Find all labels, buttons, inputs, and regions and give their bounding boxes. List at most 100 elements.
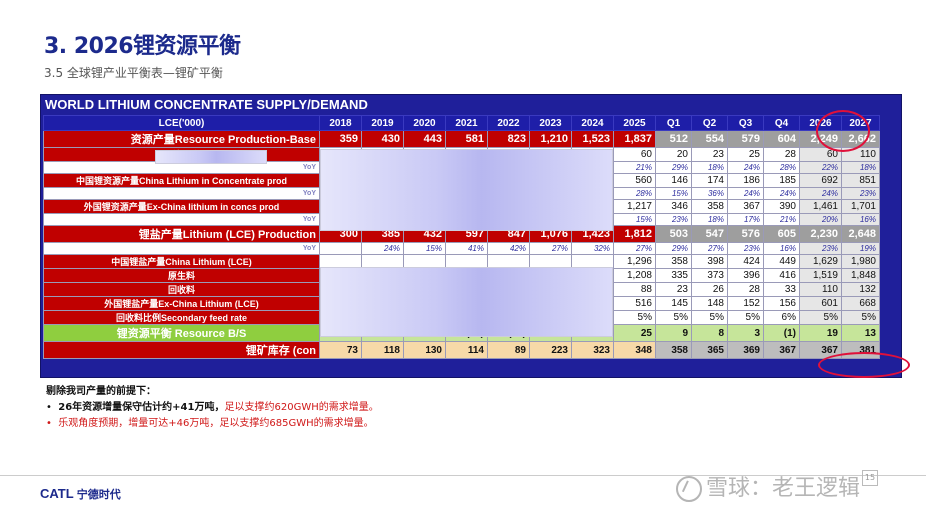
table-cell: 1,217 bbox=[613, 199, 656, 214]
column-header: Q4 bbox=[763, 115, 800, 131]
notes-bullet-1-bold: 26年资源增量保守估计约+41万吨， bbox=[58, 402, 225, 413]
table-cell: 29% bbox=[655, 161, 692, 174]
unit-header: LCE('000) bbox=[43, 115, 320, 131]
redacted-block-small bbox=[155, 150, 267, 164]
table-cell: 22% bbox=[799, 161, 842, 174]
table-cell: 9 bbox=[655, 324, 692, 342]
row-label: YoY bbox=[43, 187, 320, 200]
table-cell: 416 bbox=[763, 268, 800, 283]
table-title: WORLD LITHIUM CONCENTRATE SUPPLY/DEMAND bbox=[45, 97, 368, 112]
table-cell: 5% bbox=[727, 310, 764, 325]
table-cell: 132 bbox=[841, 282, 880, 297]
logo-text: CATL bbox=[40, 486, 74, 501]
table-cell: 1,701 bbox=[841, 199, 880, 214]
notes-bullet-1-rest: 足以支撑约620GWH的需求增量。 bbox=[224, 402, 379, 413]
table-cell: 823 bbox=[487, 130, 530, 148]
table-cell: 5% bbox=[799, 310, 842, 325]
table-cell: 1,980 bbox=[841, 254, 880, 269]
column-header: Q2 bbox=[691, 115, 728, 131]
column-header: 2024 bbox=[571, 115, 614, 131]
watermark: 雪球：老王逻辑 bbox=[676, 470, 860, 502]
table-cell bbox=[445, 254, 488, 269]
table-cell: 503 bbox=[655, 225, 692, 243]
table-cell: 1,629 bbox=[799, 254, 842, 269]
table-cell: 25 bbox=[613, 324, 656, 342]
table-cell: 18% bbox=[691, 213, 728, 226]
row-label: YoY bbox=[43, 213, 320, 226]
notes-bullet-2-text: 乐观角度预期，增量可达+46万吨，足以支撑约685GWH的需求增量。 bbox=[58, 418, 374, 429]
table-cell: (1) bbox=[763, 324, 800, 342]
table-cell: 32% bbox=[571, 242, 614, 255]
table-cell bbox=[529, 254, 572, 269]
table-cell: 23 bbox=[655, 282, 692, 297]
table-cell: 1,461 bbox=[799, 199, 842, 214]
notes-bullet-2: • 乐观角度预期，增量可达+46万吨，足以支撑约685GWH的需求增量。 bbox=[46, 418, 374, 429]
column-header: 2021 bbox=[445, 115, 488, 131]
table-cell: 2,648 bbox=[841, 225, 880, 243]
table-cell: 579 bbox=[727, 130, 764, 148]
row-label: 锂资源平衡 Resource B/S bbox=[43, 324, 320, 342]
table-cell: 25 bbox=[727, 147, 764, 162]
table-cell: 359 bbox=[319, 130, 362, 148]
table-cell: 15% bbox=[613, 213, 656, 226]
table-cell: 576 bbox=[727, 225, 764, 243]
table-cell: 145 bbox=[655, 296, 692, 311]
table-cell: 156 bbox=[763, 296, 800, 311]
table-cell: 60 bbox=[613, 147, 656, 162]
row-label: 中国锂盐产量China Lithium (LCE) bbox=[43, 254, 320, 269]
table-cell: 367 bbox=[727, 199, 764, 214]
table-cell: 390 bbox=[763, 199, 800, 214]
table-cell: 17% bbox=[727, 213, 764, 226]
table-cell: 60 bbox=[799, 147, 842, 162]
table-cell: 88 bbox=[613, 282, 656, 297]
table-cell: 27% bbox=[529, 242, 572, 255]
redacted-block-lower bbox=[320, 267, 613, 337]
table-cell: 348 bbox=[613, 341, 656, 359]
table-cell: 367 bbox=[763, 341, 800, 359]
table-cell: 604 bbox=[763, 130, 800, 148]
table-cell: 1,523 bbox=[571, 130, 614, 148]
table-cell: 36% bbox=[691, 187, 728, 200]
column-header: 2019 bbox=[361, 115, 404, 131]
table-cell: 23 bbox=[691, 147, 728, 162]
table-cell: 358 bbox=[691, 199, 728, 214]
table-cell: 1,208 bbox=[613, 268, 656, 283]
table-cell: 21% bbox=[763, 213, 800, 226]
table-cell: 28 bbox=[727, 282, 764, 297]
table-cell: 443 bbox=[403, 130, 446, 148]
table-cell: 110 bbox=[799, 282, 842, 297]
snowball-icon bbox=[676, 476, 702, 502]
table-cell: 5% bbox=[691, 310, 728, 325]
table-cell: 601 bbox=[799, 296, 842, 311]
table-cell: 398 bbox=[691, 254, 728, 269]
row-label: 回收料 bbox=[43, 282, 320, 297]
table-cell bbox=[319, 242, 362, 255]
table-cell: 6% bbox=[763, 310, 800, 325]
table-cell: 114 bbox=[445, 341, 488, 359]
table-cell: 28 bbox=[763, 147, 800, 162]
table-cell: 692 bbox=[799, 173, 842, 188]
table-cell: 358 bbox=[655, 254, 692, 269]
table-cell: 1,837 bbox=[613, 130, 656, 148]
table-cell: 21% bbox=[613, 161, 656, 174]
table-cell: 146 bbox=[655, 173, 692, 188]
table-cell: 24% bbox=[727, 161, 764, 174]
column-header: 2025 bbox=[613, 115, 656, 131]
table-cell: 449 bbox=[763, 254, 800, 269]
table-cell: 424 bbox=[727, 254, 764, 269]
table-cell: 20% bbox=[799, 213, 842, 226]
table-cell: 148 bbox=[691, 296, 728, 311]
page-number: 15 bbox=[862, 470, 878, 486]
table-row: YoY 24% 15% 41% 42% 27% 32% 27% 29% 27% 23% 16% 23% 1… bbox=[43, 242, 880, 255]
table-cell: 358 bbox=[655, 341, 692, 359]
table-cell: 73 bbox=[319, 341, 362, 359]
table-cell: 581 bbox=[445, 130, 488, 148]
table-cell: 26 bbox=[691, 282, 728, 297]
table-cell: 223 bbox=[529, 341, 572, 359]
slide-title: 3. 2026锂资源平衡 bbox=[44, 34, 241, 59]
table-cell: 27% bbox=[613, 242, 656, 255]
column-header: 2022 bbox=[487, 115, 530, 131]
table-cell: 668 bbox=[841, 296, 880, 311]
highlight-circle-2026-inventory bbox=[818, 352, 910, 378]
table-cell: 335 bbox=[655, 268, 692, 283]
